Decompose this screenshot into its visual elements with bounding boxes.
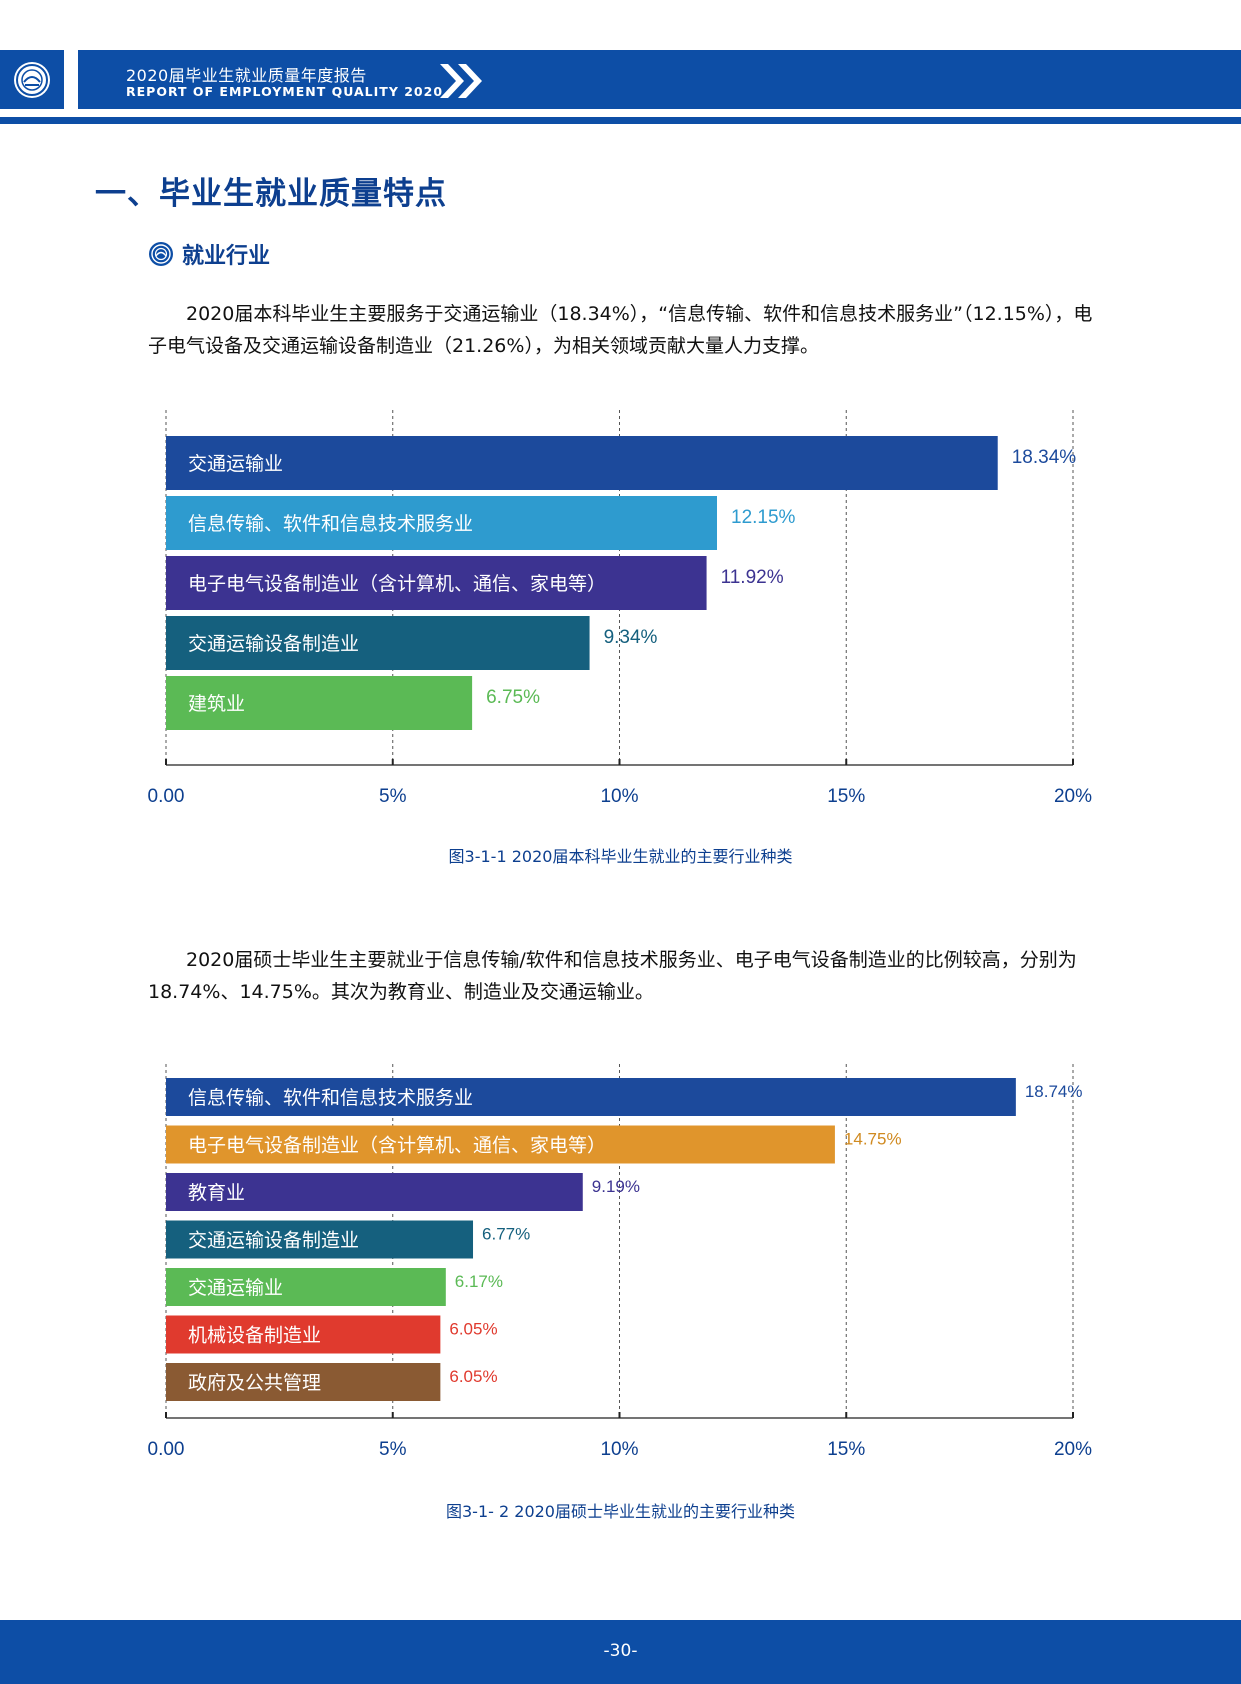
category-label-1: 交通运输业 <box>188 453 283 475</box>
value-label-2: 14.75% <box>844 1130 902 1149</box>
bar-7 <box>166 1363 441 1401</box>
category-label-2: 信息传输、软件和信息技术服务业 <box>188 513 473 535</box>
value-label-3: 11.92% <box>721 567 784 588</box>
value-label-4: 9.34% <box>604 627 658 648</box>
category-label-5: 建筑业 <box>188 693 245 715</box>
x-tick-label-5: 5% <box>379 786 407 807</box>
bar-1 <box>166 1078 1016 1116</box>
bar-5 <box>166 1268 446 1306</box>
report-title-en: REPORT OF EMPLOYMENT QUALITY 2020 <box>126 84 444 99</box>
header-logo-box <box>0 50 64 109</box>
x-tick-label-15: 15% <box>827 1439 865 1460</box>
value-label-3: 9.19% <box>592 1177 640 1196</box>
emblem-icon <box>149 242 173 266</box>
x-tick-label-5: 5% <box>379 1439 407 1460</box>
value-label-1: 18.34% <box>1012 447 1077 468</box>
header-bar <box>78 50 1241 109</box>
value-label-5: 6.17% <box>455 1272 503 1291</box>
value-label-5: 6.75% <box>486 687 540 708</box>
chart-undergrad-svg: 交通运输业 18.34% 信息传输、软件和信息技术服务业 12.15% 电子电气设备制造… <box>148 410 1092 807</box>
value-label-6: 6.05% <box>449 1320 497 1339</box>
chart-undergrad-industries: 交通运输业 18.34% 信息传输、软件和信息技术服务业 12.15% 电子电气设备制造… <box>0 410 1241 810</box>
header-rule <box>0 117 1241 124</box>
bar-2 <box>166 1125 835 1164</box>
bar-4 <box>166 616 590 670</box>
page-number: -30- <box>603 1641 638 1661</box>
sub-heading: 就业行业 <box>148 238 270 270</box>
x-tick-label-15: 15% <box>827 786 865 807</box>
paragraph-undergrad: 2020届本科毕业生主要服务于交通运输业（18.34%），“信息传输、软件和信息… <box>148 303 1093 357</box>
chart-caption-2: 图3-1- 2 2020届硕士毕业生就业的主要行业种类 <box>446 1502 795 1521</box>
category-label-7: 政府及公共管理 <box>188 1372 321 1394</box>
chart-master-industries: 信息传输、软件和信息技术服务业 18.74% 电子电气设备制造业（含计算机、通信、家… <box>0 1060 1241 1460</box>
category-label-3: 教育业 <box>188 1182 245 1204</box>
bar-6 <box>166 1315 441 1354</box>
chart-master-svg: 信息传输、软件和信息技术服务业 18.74% 电子电气设备制造业（含计算机、通信、家… <box>148 1064 1092 1460</box>
category-label-6: 机械设备制造业 <box>188 1325 321 1347</box>
bar-1 <box>166 436 998 490</box>
bar-2 <box>166 496 718 550</box>
footer-bar <box>0 1620 1241 1684</box>
category-label-3: 电子电气设备制造业（含计算机、通信、家电等） <box>188 573 606 595</box>
value-label-7: 6.05% <box>449 1367 497 1386</box>
university-logo-icon <box>14 61 50 98</box>
bar-4 <box>166 1220 474 1259</box>
chart-caption-1: 图3-1-1 2020届本科毕业生就业的主要行业种类 <box>448 847 793 866</box>
paragraph-master: 2020届硕士毕业生主要就业于信息传输/软件和信息技术服务业、电子电气设备制造业… <box>148 949 1077 1003</box>
value-label-4: 6.77% <box>482 1225 530 1244</box>
x-tick-label-0: 0.00 <box>148 786 185 807</box>
x-tick-label-0: 0.00 <box>148 1439 185 1460</box>
bar-5 <box>166 676 473 730</box>
bar-3 <box>166 1173 583 1211</box>
category-label-1: 信息传输、软件和信息技术服务业 <box>188 1087 473 1109</box>
category-label-4: 交通运输设备制造业 <box>188 1230 359 1252</box>
bar-3 <box>166 556 707 610</box>
double-chevron-icon <box>440 64 482 98</box>
x-tick-label-10: 10% <box>600 1439 638 1460</box>
x-tick-label-10: 10% <box>600 786 638 807</box>
category-label-2: 电子电气设备制造业（含计算机、通信、家电等） <box>188 1135 606 1157</box>
category-label-5: 交通运输业 <box>188 1277 283 1299</box>
sub-heading-text: 就业行业 <box>182 244 271 269</box>
value-label-1: 18.74% <box>1025 1082 1083 1101</box>
x-tick-label-20: 20% <box>1054 786 1092 807</box>
section-title: 一、毕业生就业质量特点 <box>95 176 447 212</box>
report-title-cn: 2020届毕业生就业质量年度报告 <box>126 66 367 85</box>
value-label-2: 12.15% <box>731 507 796 528</box>
category-label-4: 交通运输设备制造业 <box>188 633 359 655</box>
x-tick-label-20: 20% <box>1054 1439 1092 1460</box>
